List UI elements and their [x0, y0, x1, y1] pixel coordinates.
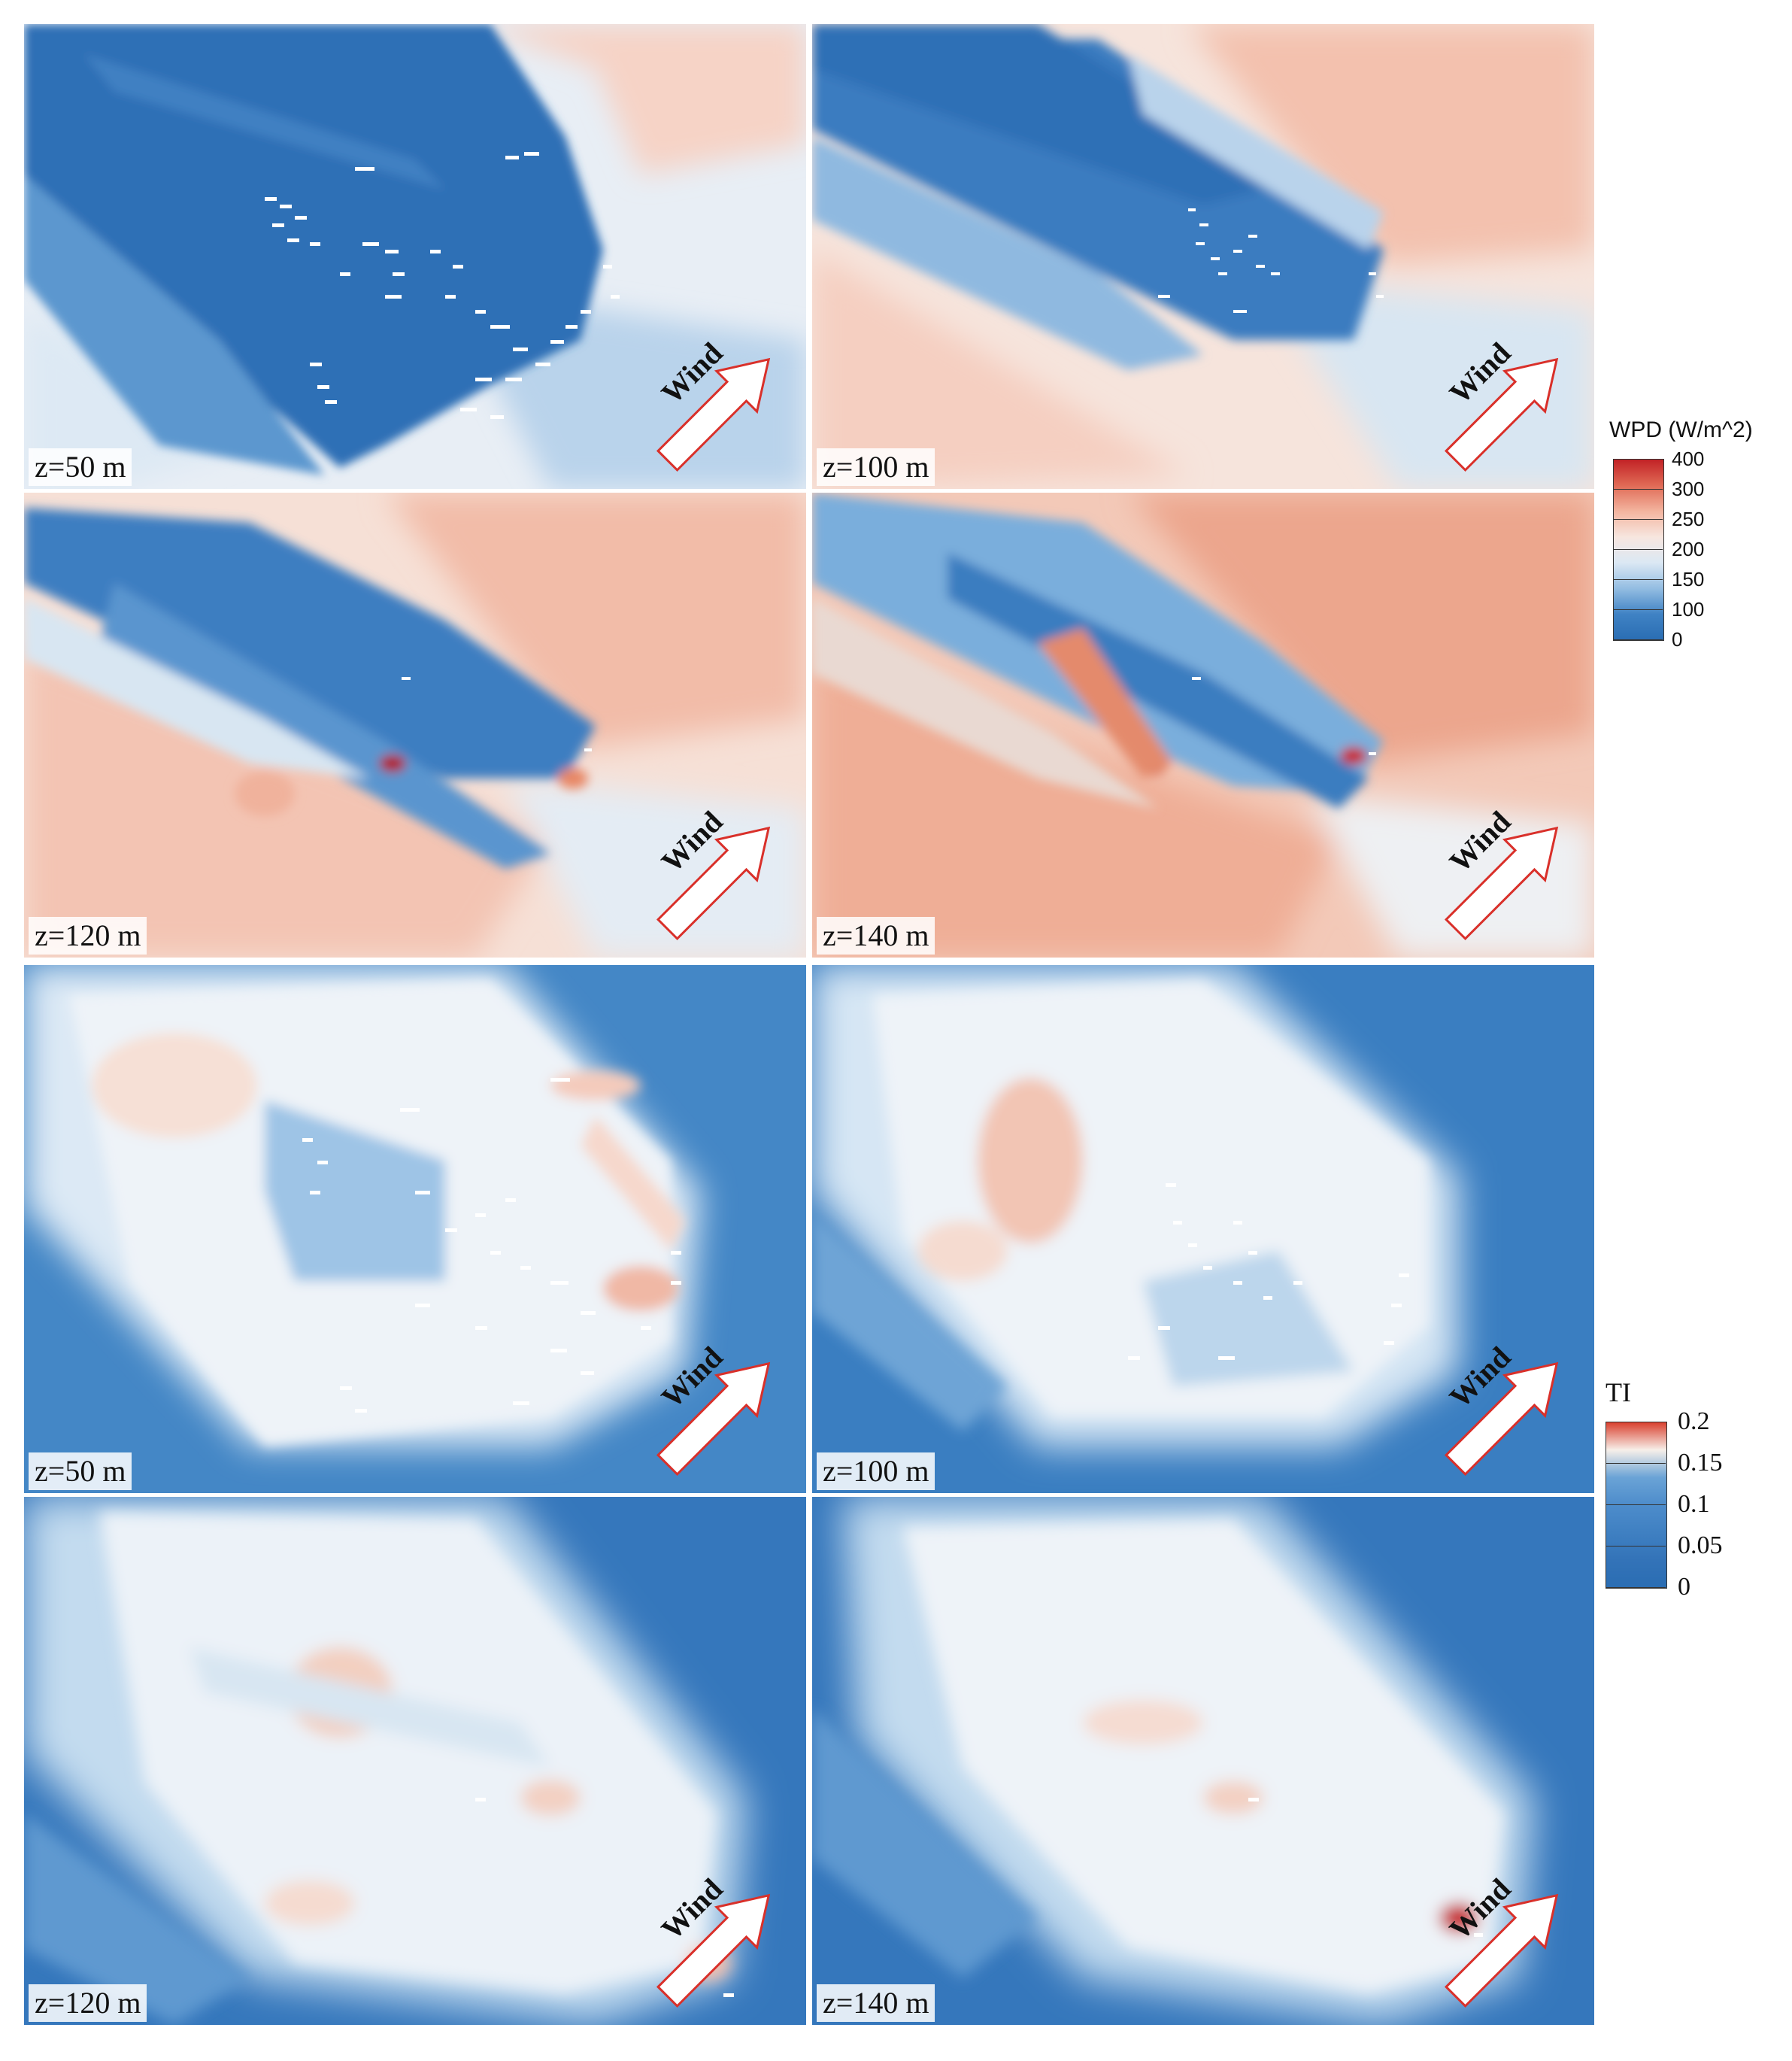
wpd-colorbar: WPD (W/m^2) 400 300 250 200 150 100 0 [1609, 417, 1790, 658]
colorbar-tick-mark [1613, 459, 1663, 460]
wpd-turbines-z140 [1192, 677, 1376, 755]
wpd-turbines-z100 [1158, 208, 1384, 313]
ti-colorbar-gradient [1606, 1422, 1667, 1589]
colorbar-tick-mark [1613, 579, 1663, 580]
panel-height-label: z=100 m [817, 448, 935, 486]
colorbar-tick-mark [1613, 549, 1663, 550]
colorbar-tick-mark [1606, 1504, 1666, 1505]
panel-height-label: z=120 m [29, 917, 147, 955]
wind-direction-indicator: Wind [647, 804, 790, 950]
panel-height-label: z=50 m [29, 1452, 132, 1490]
ti-panel-z50: z=50 m Wind [24, 965, 806, 1493]
wind-arrow-icon [656, 1361, 771, 1477]
wind-arrow-icon [656, 826, 771, 941]
ti-panel-z140: z=140 m Wind [812, 1497, 1594, 2025]
ti-turbines-z50 [302, 1078, 681, 1413]
ti-panel-z120: z=120 m Wind [24, 1497, 806, 2025]
colorbar-tick-label: 0 [1678, 1573, 1690, 1601]
colorbar-tick-mark [1606, 1546, 1666, 1547]
ti-turbines-z140 [1248, 1798, 1483, 1937]
colorbar-tick-label: 300 [1672, 478, 1705, 500]
wind-direction-indicator: Wind [647, 335, 790, 481]
wind-arrow-icon [1444, 826, 1559, 941]
wind-direction-indicator: Wind [1435, 1871, 1578, 2017]
wpd-field-z140 [812, 493, 1594, 958]
panel-height-label: z=140 m [817, 1984, 935, 2022]
wind-arrow-icon [1444, 1361, 1559, 1477]
colorbar-tick-mark [1613, 519, 1663, 520]
wind-arrow-icon [1444, 1893, 1559, 2008]
colorbar-tick-label: 400 [1672, 448, 1705, 470]
colorbar-tick-mark [1606, 1463, 1666, 1464]
wpd-colorbar-gradient [1613, 459, 1664, 641]
wind-direction-indicator: Wind [1435, 335, 1578, 481]
wind-direction-indicator: Wind [647, 1340, 790, 1486]
ti-turbines-z120 [475, 1798, 734, 1997]
wind-arrow-icon [656, 357, 771, 472]
colorbar-tick-label: 0.05 [1678, 1531, 1723, 1559]
wpd-colorbar-title: WPD (W/m^2) [1609, 417, 1753, 442]
colorbar-tick-label: 200 [1672, 538, 1705, 560]
wpd-panel-z140: z=140 m Wind [812, 493, 1594, 958]
wpd-turbines-z50 [265, 152, 620, 419]
ti-field-z50 [24, 965, 806, 1493]
wind-direction-indicator: Wind [1435, 1340, 1578, 1486]
wpd-field-z100 [812, 24, 1594, 489]
panel-height-label: z=140 m [817, 917, 935, 955]
ti-field-z120 [24, 1497, 806, 2025]
wpd-panel-z100: z=100 m Wind [812, 24, 1594, 489]
wind-direction-indicator: Wind [647, 1871, 790, 2017]
colorbar-tick-label: 150 [1672, 568, 1705, 590]
colorbar-tick-label: 0 [1672, 628, 1683, 651]
colorbar-tick-label: 0.2 [1678, 1407, 1710, 1435]
colorbar-tick-mark [1606, 1587, 1666, 1588]
wpd-field-z120 [24, 493, 806, 958]
wind-arrow-icon [656, 1893, 771, 2008]
ti-panel-z100: z=100 m Wind [812, 965, 1594, 1493]
colorbar-tick-mark [1613, 489, 1663, 490]
colorbar-tick-label: 0.15 [1678, 1449, 1723, 1477]
wind-direction-indicator: Wind [1435, 804, 1578, 950]
colorbar-tick-label: 0.1 [1678, 1490, 1710, 1518]
wpd-panel-z120: z=120 m Wind [24, 493, 806, 958]
colorbar-tick-mark [1613, 609, 1663, 610]
ti-colorbar: TI 0.2 0.15 0.1 0.05 0 [1606, 1377, 1786, 1625]
wpd-field-z50 [24, 24, 806, 489]
ti-colorbar-title: TI [1606, 1377, 1631, 1407]
panel-height-label: z=100 m [817, 1452, 935, 1490]
colorbar-tick-label: 250 [1672, 508, 1705, 530]
panel-height-label: z=50 m [29, 448, 132, 486]
panel-height-label: z=120 m [29, 1984, 147, 2022]
colorbar-tick-label: 100 [1672, 598, 1705, 621]
wind-arrow-icon [1444, 357, 1559, 472]
colorbar-tick-mark [1613, 639, 1663, 640]
ti-field-z140 [812, 1497, 1594, 2025]
wpd-turbines-z120 [402, 677, 592, 751]
ti-turbines-z100 [1128, 1183, 1409, 1360]
wpd-panel-z50: z=50 m Wind [24, 24, 806, 489]
ti-field-z100 [812, 965, 1594, 1493]
